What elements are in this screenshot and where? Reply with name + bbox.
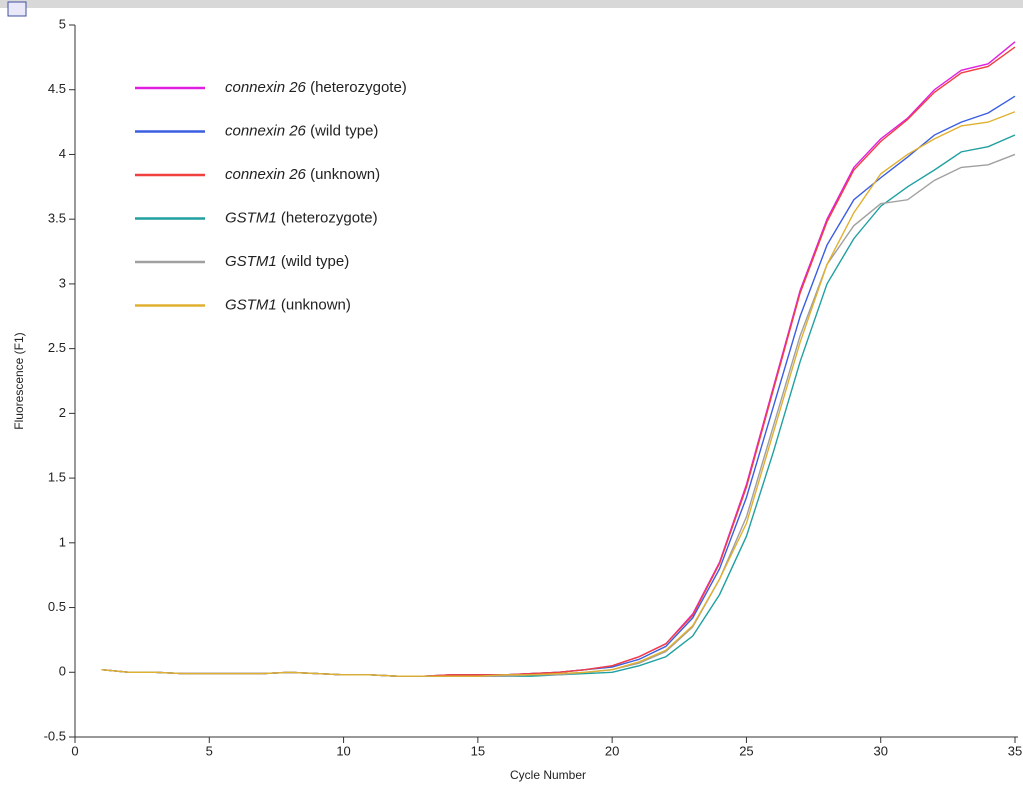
legend-label: connexin 26 (unknown) (225, 166, 380, 183)
y-tick-label: 3.5 (48, 211, 66, 226)
y-tick-label: 3 (59, 275, 66, 290)
x-tick-label: 20 (605, 743, 619, 758)
x-tick-label: 15 (471, 743, 485, 758)
y-tick-label: 0 (59, 664, 66, 679)
legend-label: GSTM1 (wild type) (225, 253, 349, 270)
y-tick-label: 2 (59, 405, 66, 420)
window-icon[interactable] (7, 1, 27, 17)
series-line (101, 111, 1016, 677)
y-tick-label: 1 (59, 534, 66, 549)
legend-label: GSTM1 (heterozygote) (225, 209, 378, 226)
y-tick-label: 2.5 (48, 340, 66, 355)
x-tick-label: 30 (873, 743, 887, 758)
legend-label: GSTM1 (unknown) (225, 296, 351, 313)
y-axis-label: Fluorescence (F1) (12, 332, 26, 429)
y-tick-label: 0.5 (48, 599, 66, 614)
y-tick-label: -0.5 (44, 728, 66, 743)
x-tick-label: 5 (206, 743, 213, 758)
y-tick-label: 1.5 (48, 470, 66, 485)
toolbar-strip (0, 0, 1023, 8)
y-tick-label: 4.5 (48, 81, 66, 96)
legend-label: connexin 26 (wild type) (225, 122, 378, 139)
x-axis-label: Cycle Number (510, 768, 586, 782)
legend-label: connexin 26 (heterozygote) (225, 79, 407, 96)
x-tick-label: 10 (336, 743, 350, 758)
y-tick-label: 4 (59, 146, 66, 161)
x-tick-label: 35 (1008, 743, 1022, 758)
y-tick-label: 5 (59, 16, 66, 31)
x-tick-label: 25 (739, 743, 753, 758)
x-tick-label: 0 (71, 743, 78, 758)
